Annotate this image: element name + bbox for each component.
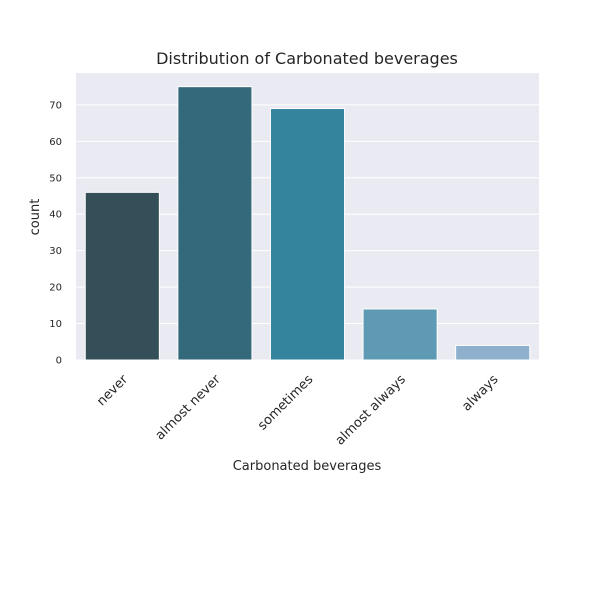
- x-tick-labels: never almost never sometimes almost always a…: [94, 372, 502, 449]
- chart-title: Distribution of Carbonated beverages: [156, 49, 458, 68]
- y-tick-label: 30: [49, 246, 62, 257]
- bar-never: [84, 191, 160, 361]
- y-tick-label: 70: [49, 100, 62, 111]
- x-tick-label: sometimes: [255, 372, 316, 433]
- x-tick-label: never: [94, 372, 131, 409]
- y-tick-label: 10: [49, 319, 62, 330]
- y-tick-labels: 0 10 20 30 40 50 60 70: [49, 100, 62, 366]
- bar-sometimes: [269, 108, 346, 361]
- y-axis-label: count: [28, 199, 43, 236]
- bar-always: [455, 344, 531, 361]
- bar-almost-always: [362, 308, 438, 361]
- y-tick-label: 60: [49, 137, 62, 148]
- x-axis-label: Carbonated beverages: [233, 459, 382, 474]
- x-tick-label: always: [459, 372, 501, 414]
- x-tick-label: almost always: [333, 372, 409, 448]
- bars: [84, 86, 531, 361]
- y-tick-label: 20: [49, 283, 62, 294]
- x-tick-label: almost never: [153, 372, 225, 444]
- y-tick-label: 50: [49, 173, 62, 184]
- bar-almost-never: [177, 86, 253, 361]
- y-tick-label: 40: [49, 210, 62, 221]
- y-tick-label: 0: [56, 356, 62, 367]
